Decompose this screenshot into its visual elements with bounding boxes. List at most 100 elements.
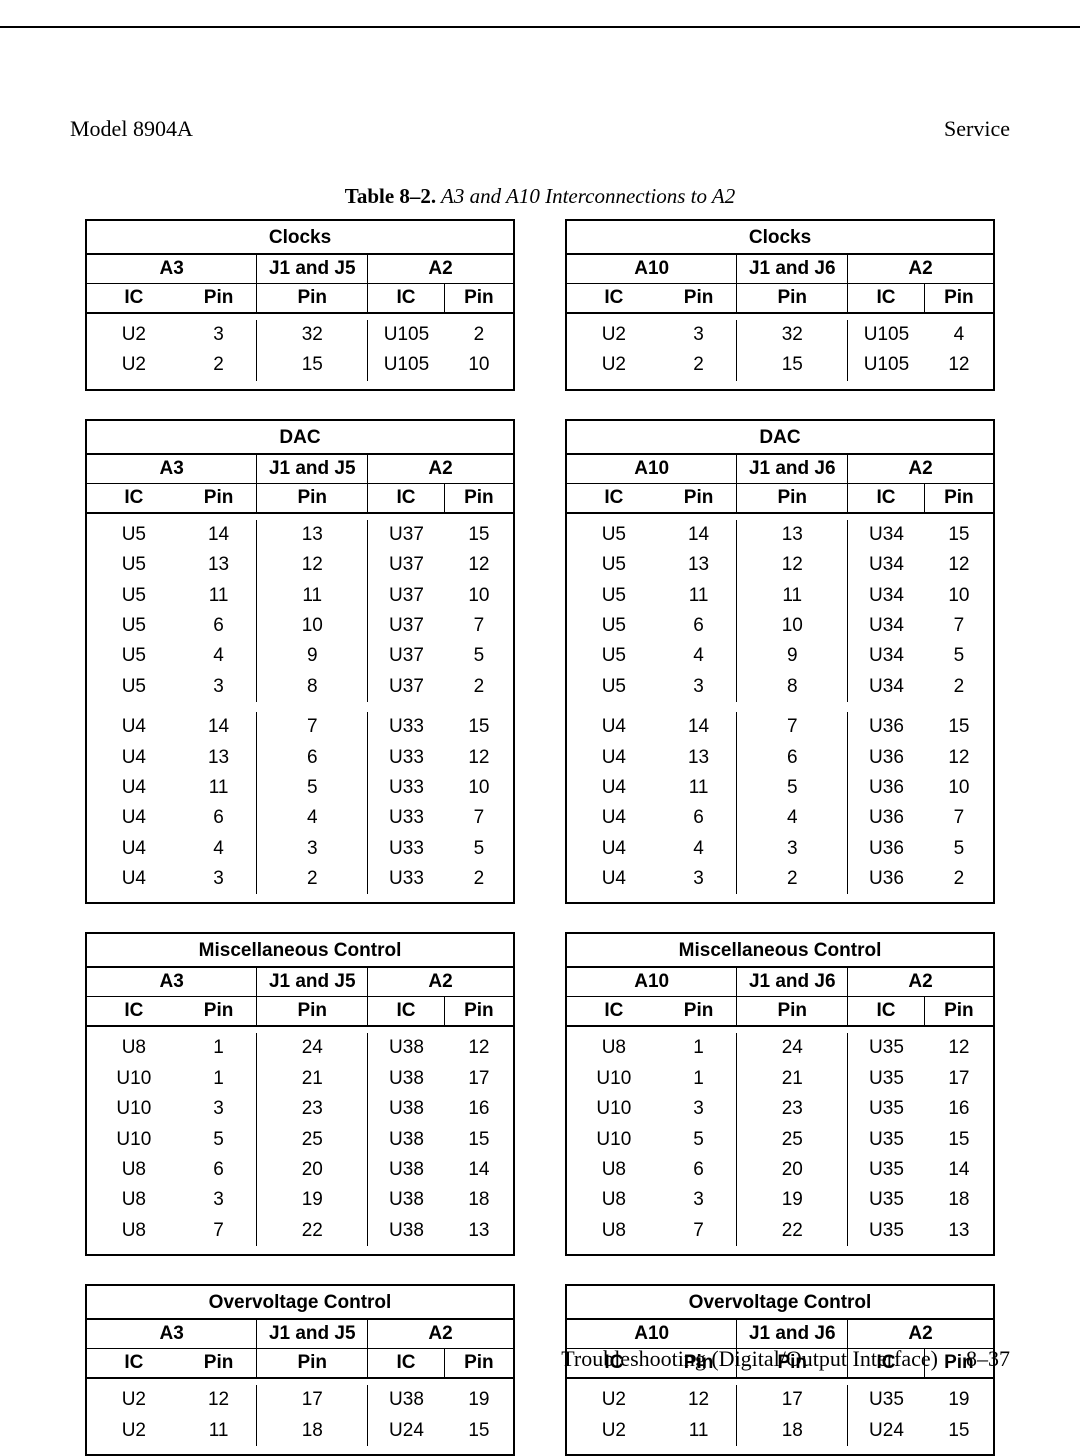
cell: 10 bbox=[445, 581, 513, 611]
cell: 22 bbox=[737, 1216, 848, 1246]
cell: U4 bbox=[87, 864, 181, 894]
group-left: A10 bbox=[567, 455, 737, 483]
cell: U36 bbox=[848, 864, 925, 894]
col-ic: IC bbox=[87, 1349, 181, 1377]
cell: 11 bbox=[661, 773, 738, 803]
cell: U8 bbox=[567, 1155, 661, 1185]
cell: 11 bbox=[661, 1416, 738, 1446]
cell: 3 bbox=[661, 864, 738, 894]
col-mid-pin: Pin bbox=[257, 484, 368, 512]
cell: 2 bbox=[925, 672, 993, 702]
col-header-row: IC Pin Pin IC Pin bbox=[567, 997, 993, 1027]
group-right: A2 bbox=[848, 255, 993, 283]
cell: U38 bbox=[368, 1064, 445, 1094]
cell: U37 bbox=[368, 581, 445, 611]
cell: U5 bbox=[567, 641, 661, 671]
col-pin: Pin bbox=[661, 484, 738, 512]
cell: 19 bbox=[925, 1385, 993, 1415]
col-ic2: IC bbox=[368, 1349, 445, 1377]
cell: U5 bbox=[87, 641, 181, 671]
table-row: U8 1 24 U38 12 bbox=[87, 1033, 513, 1063]
cell: U4 bbox=[87, 743, 181, 773]
cell: 3 bbox=[661, 672, 738, 702]
cell: U35 bbox=[848, 1216, 925, 1246]
cell: 18 bbox=[737, 1416, 848, 1446]
cell: U35 bbox=[848, 1385, 925, 1415]
cell: 12 bbox=[925, 350, 993, 380]
cell: 2 bbox=[445, 864, 513, 894]
cell: 12 bbox=[925, 550, 993, 580]
cell: 13 bbox=[181, 550, 258, 580]
col-ic2: IC bbox=[368, 284, 445, 312]
table-row: U4 4 3 U36 5 bbox=[567, 834, 993, 864]
cell: U4 bbox=[567, 712, 661, 742]
col-mid-pin: Pin bbox=[737, 997, 848, 1025]
col-mid-pin: Pin bbox=[257, 284, 368, 312]
cell: 6 bbox=[737, 743, 848, 773]
cell: U38 bbox=[368, 1385, 445, 1415]
cell: U33 bbox=[368, 834, 445, 864]
group-right: A2 bbox=[368, 968, 513, 996]
top-border bbox=[0, 0, 1080, 28]
cell: 13 bbox=[925, 1216, 993, 1246]
cell: 10 bbox=[257, 611, 368, 641]
table-body: U8 1 24 U38 12 U10 1 21 U38 17 U10 3 23 … bbox=[87, 1027, 513, 1254]
table-body: U5 14 13 U37 15 U5 13 12 U37 12 U5 11 11… bbox=[87, 514, 513, 903]
table-title: Clocks bbox=[567, 221, 993, 255]
table-row: U10 1 21 U38 17 bbox=[87, 1064, 513, 1094]
group-mid: J1 and J5 bbox=[257, 255, 368, 283]
group-mid: J1 and J5 bbox=[257, 1320, 368, 1348]
cell: U36 bbox=[848, 773, 925, 803]
cell: 17 bbox=[445, 1064, 513, 1094]
cell: 7 bbox=[737, 712, 848, 742]
cell: 17 bbox=[257, 1385, 368, 1415]
cell: U35 bbox=[848, 1064, 925, 1094]
cell: U5 bbox=[567, 672, 661, 702]
cell: 6 bbox=[257, 743, 368, 773]
cell: 12 bbox=[737, 550, 848, 580]
cell: 10 bbox=[925, 581, 993, 611]
cell: 6 bbox=[181, 611, 258, 641]
table-row: U5 11 11 U34 10 bbox=[567, 581, 993, 611]
cell: U105 bbox=[848, 350, 925, 380]
cell: 18 bbox=[445, 1185, 513, 1215]
table-row: U5 14 13 U34 15 bbox=[567, 520, 993, 550]
cell: U38 bbox=[368, 1155, 445, 1185]
cell: 12 bbox=[181, 1385, 258, 1415]
cell: U24 bbox=[848, 1416, 925, 1446]
cell: 4 bbox=[661, 641, 738, 671]
cell: 14 bbox=[181, 712, 258, 742]
table-body: U2 3 32 U105 4 U2 2 15 U105 12 bbox=[567, 314, 993, 389]
col-ic: IC bbox=[567, 997, 661, 1025]
cell: U5 bbox=[567, 520, 661, 550]
cell: U36 bbox=[848, 834, 925, 864]
cell: U36 bbox=[848, 743, 925, 773]
col-ic: IC bbox=[567, 284, 661, 312]
cell: 16 bbox=[445, 1094, 513, 1124]
col-pin: Pin bbox=[181, 1349, 258, 1377]
left-column: Clocks A3 J1 and J5 A2 IC Pin Pin IC Pin… bbox=[85, 219, 515, 1456]
cell: 3 bbox=[257, 834, 368, 864]
cell: 4 bbox=[257, 803, 368, 833]
cell: 17 bbox=[925, 1064, 993, 1094]
table-body: U2 12 17 U38 19 U2 11 18 U24 15 bbox=[87, 1379, 513, 1454]
group-header-row: A3 J1 and J5 A2 bbox=[87, 968, 513, 997]
table-title: Clocks bbox=[87, 221, 513, 255]
cell: 24 bbox=[737, 1033, 848, 1063]
cell: U105 bbox=[368, 320, 445, 350]
cell: 10 bbox=[445, 773, 513, 803]
cell: 3 bbox=[181, 320, 258, 350]
cell: 2 bbox=[257, 864, 368, 894]
table-row: U5 3 8 U34 2 bbox=[567, 672, 993, 702]
cell: U33 bbox=[368, 743, 445, 773]
table-row: U2 11 18 U24 15 bbox=[87, 1416, 513, 1446]
cell: 5 bbox=[257, 773, 368, 803]
cell: 5 bbox=[925, 641, 993, 671]
table-row: U10 3 23 U38 16 bbox=[87, 1094, 513, 1124]
cell: 18 bbox=[257, 1416, 368, 1446]
cell: 2 bbox=[737, 864, 848, 894]
cell: U5 bbox=[87, 550, 181, 580]
cell: 20 bbox=[257, 1155, 368, 1185]
table-row: U4 6 4 U33 7 bbox=[87, 803, 513, 833]
cell: 4 bbox=[181, 834, 258, 864]
